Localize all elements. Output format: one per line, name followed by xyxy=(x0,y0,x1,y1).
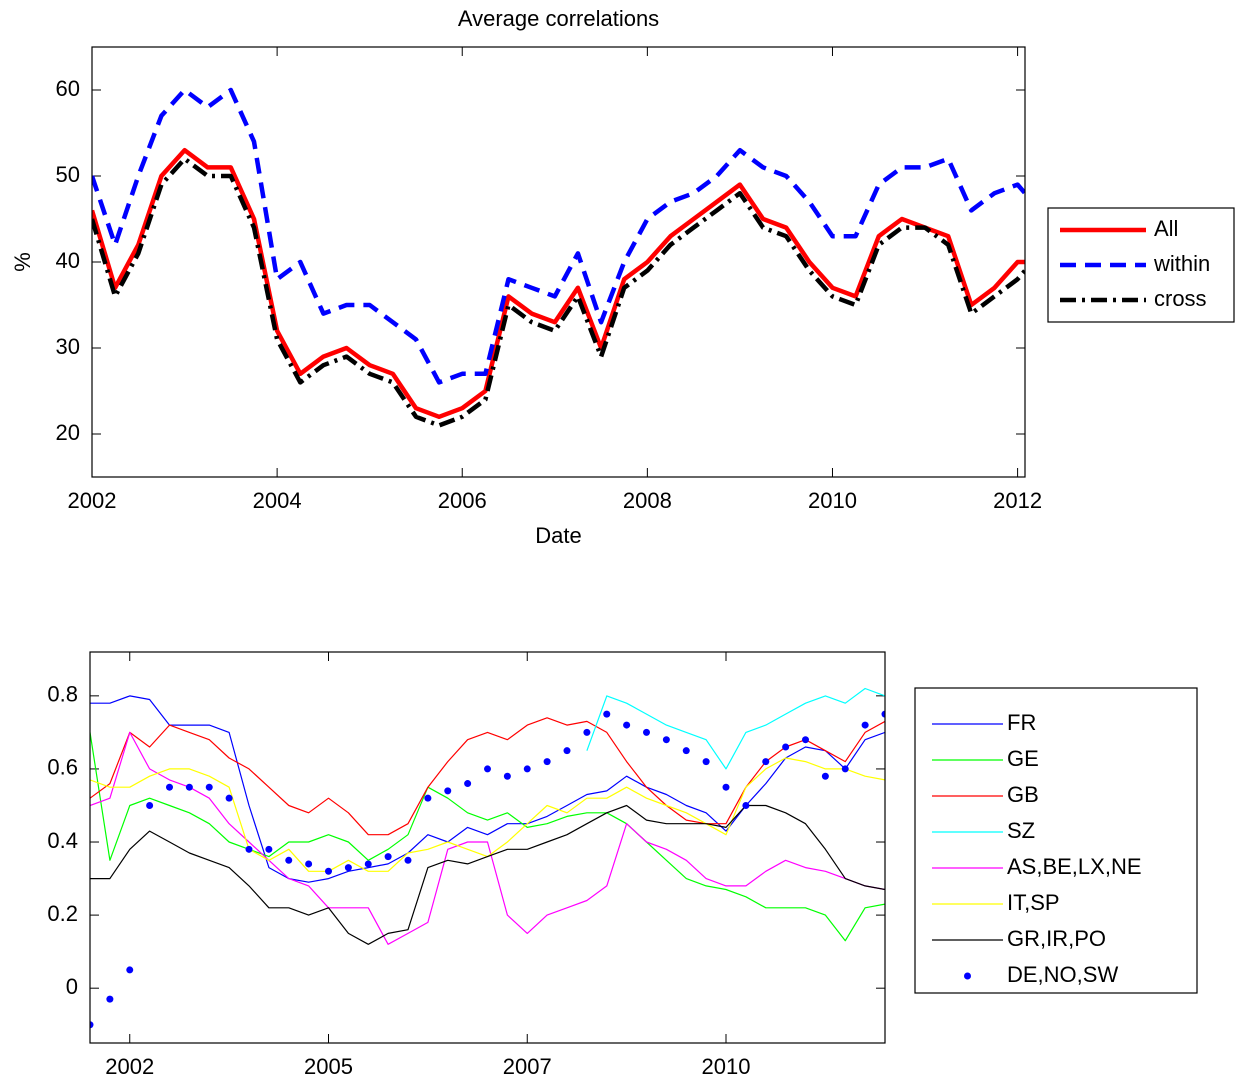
data-point xyxy=(702,758,710,766)
plot-frame xyxy=(91,46,1026,478)
data-point xyxy=(861,721,869,729)
legend-label: within xyxy=(1153,251,1210,276)
plot xyxy=(92,47,1025,477)
legend-box xyxy=(914,687,1198,994)
y-tick-label: 0.6 xyxy=(47,755,78,780)
data-point xyxy=(503,772,511,780)
x-tick-label: 2002 xyxy=(105,1054,154,1079)
x-tick-label: 2012 xyxy=(993,488,1042,513)
x-tick-label: 2010 xyxy=(702,1054,751,1079)
data-point xyxy=(623,721,631,729)
legend-label: SZ xyxy=(1007,818,1035,843)
x-tick-label: 2005 xyxy=(304,1054,353,1079)
x-tick-label: 2010 xyxy=(808,488,857,513)
data-point xyxy=(146,801,154,809)
y-tick-label: 60 xyxy=(56,76,80,101)
y-tick-label: 30 xyxy=(56,334,80,359)
data-point xyxy=(543,758,551,766)
series-line xyxy=(90,732,885,942)
data-point xyxy=(802,736,809,744)
legend-label: AS,BE,LX,NE xyxy=(1007,854,1142,879)
data-point xyxy=(523,765,531,773)
series-line xyxy=(92,156,1025,428)
y-tick-label: 20 xyxy=(56,420,80,445)
x-tick-label: 2004 xyxy=(253,488,302,513)
data-point xyxy=(205,783,213,791)
legend-label: IT,SP xyxy=(1007,890,1060,915)
data-point xyxy=(583,728,591,736)
data-point xyxy=(305,860,313,868)
y-tick-label: 0.4 xyxy=(47,828,78,853)
series-group xyxy=(90,687,885,1029)
data-point xyxy=(762,758,770,766)
data-point xyxy=(603,710,611,718)
plot xyxy=(90,652,885,1043)
data-point xyxy=(325,867,332,875)
legend-label: All xyxy=(1154,216,1178,241)
x-tick-label: 2006 xyxy=(438,488,487,513)
y-tick-label: 0.8 xyxy=(47,682,78,707)
legend-label: DE,NO,SW xyxy=(1007,962,1118,987)
legend-label: GR,IR,PO xyxy=(1007,926,1106,951)
data-point xyxy=(106,995,114,1003)
data-point xyxy=(782,743,790,751)
plot-frame xyxy=(89,651,886,1044)
x-tick-label: 2008 xyxy=(623,488,672,513)
series-line xyxy=(90,695,885,883)
data-point xyxy=(643,728,650,736)
series-line xyxy=(92,147,1025,420)
legend-label: FR xyxy=(1007,710,1036,735)
chart-title: Average correlations xyxy=(458,6,659,31)
plot-area xyxy=(90,652,885,1043)
data-point xyxy=(841,765,849,773)
data-point xyxy=(563,747,571,755)
data-point xyxy=(742,801,750,809)
legend-label: cross xyxy=(1154,286,1207,311)
data-point xyxy=(185,783,193,791)
data-point xyxy=(484,765,491,773)
legend-marker xyxy=(964,972,971,980)
x-axis-label: Date xyxy=(535,523,581,548)
series-group xyxy=(92,87,1025,428)
data-point xyxy=(821,772,829,780)
data-point xyxy=(90,1021,94,1029)
data-point xyxy=(344,864,352,872)
data-point xyxy=(126,966,134,974)
plot-area xyxy=(92,47,1025,477)
series-line xyxy=(90,804,885,945)
series-line xyxy=(586,687,885,770)
y-axis-label: % xyxy=(10,252,35,272)
data-point xyxy=(424,794,432,802)
y-tick-label: 40 xyxy=(56,248,80,273)
data-point xyxy=(881,710,885,718)
data-point xyxy=(722,783,730,791)
series-line xyxy=(92,87,1025,385)
data-point xyxy=(285,856,293,864)
data-point xyxy=(682,747,690,755)
data-point xyxy=(464,780,472,788)
data-point xyxy=(166,783,173,791)
data-point xyxy=(225,794,233,802)
y-tick-label: 0.2 xyxy=(47,901,78,926)
data-point xyxy=(265,845,273,853)
legend-label: GE xyxy=(1007,746,1039,771)
legend-label: GB xyxy=(1007,782,1039,807)
series-line xyxy=(90,717,885,836)
series-line xyxy=(90,731,885,945)
data-point xyxy=(444,787,452,795)
data-point xyxy=(662,736,670,744)
data-point xyxy=(364,860,372,868)
data-point xyxy=(245,845,253,853)
data-point xyxy=(384,853,392,861)
x-tick-label: 2002 xyxy=(68,488,117,513)
y-tick-label: 50 xyxy=(56,162,80,187)
y-tick-label: 0 xyxy=(66,974,78,999)
x-tick-label: 2007 xyxy=(503,1054,552,1079)
data-point xyxy=(404,856,412,864)
